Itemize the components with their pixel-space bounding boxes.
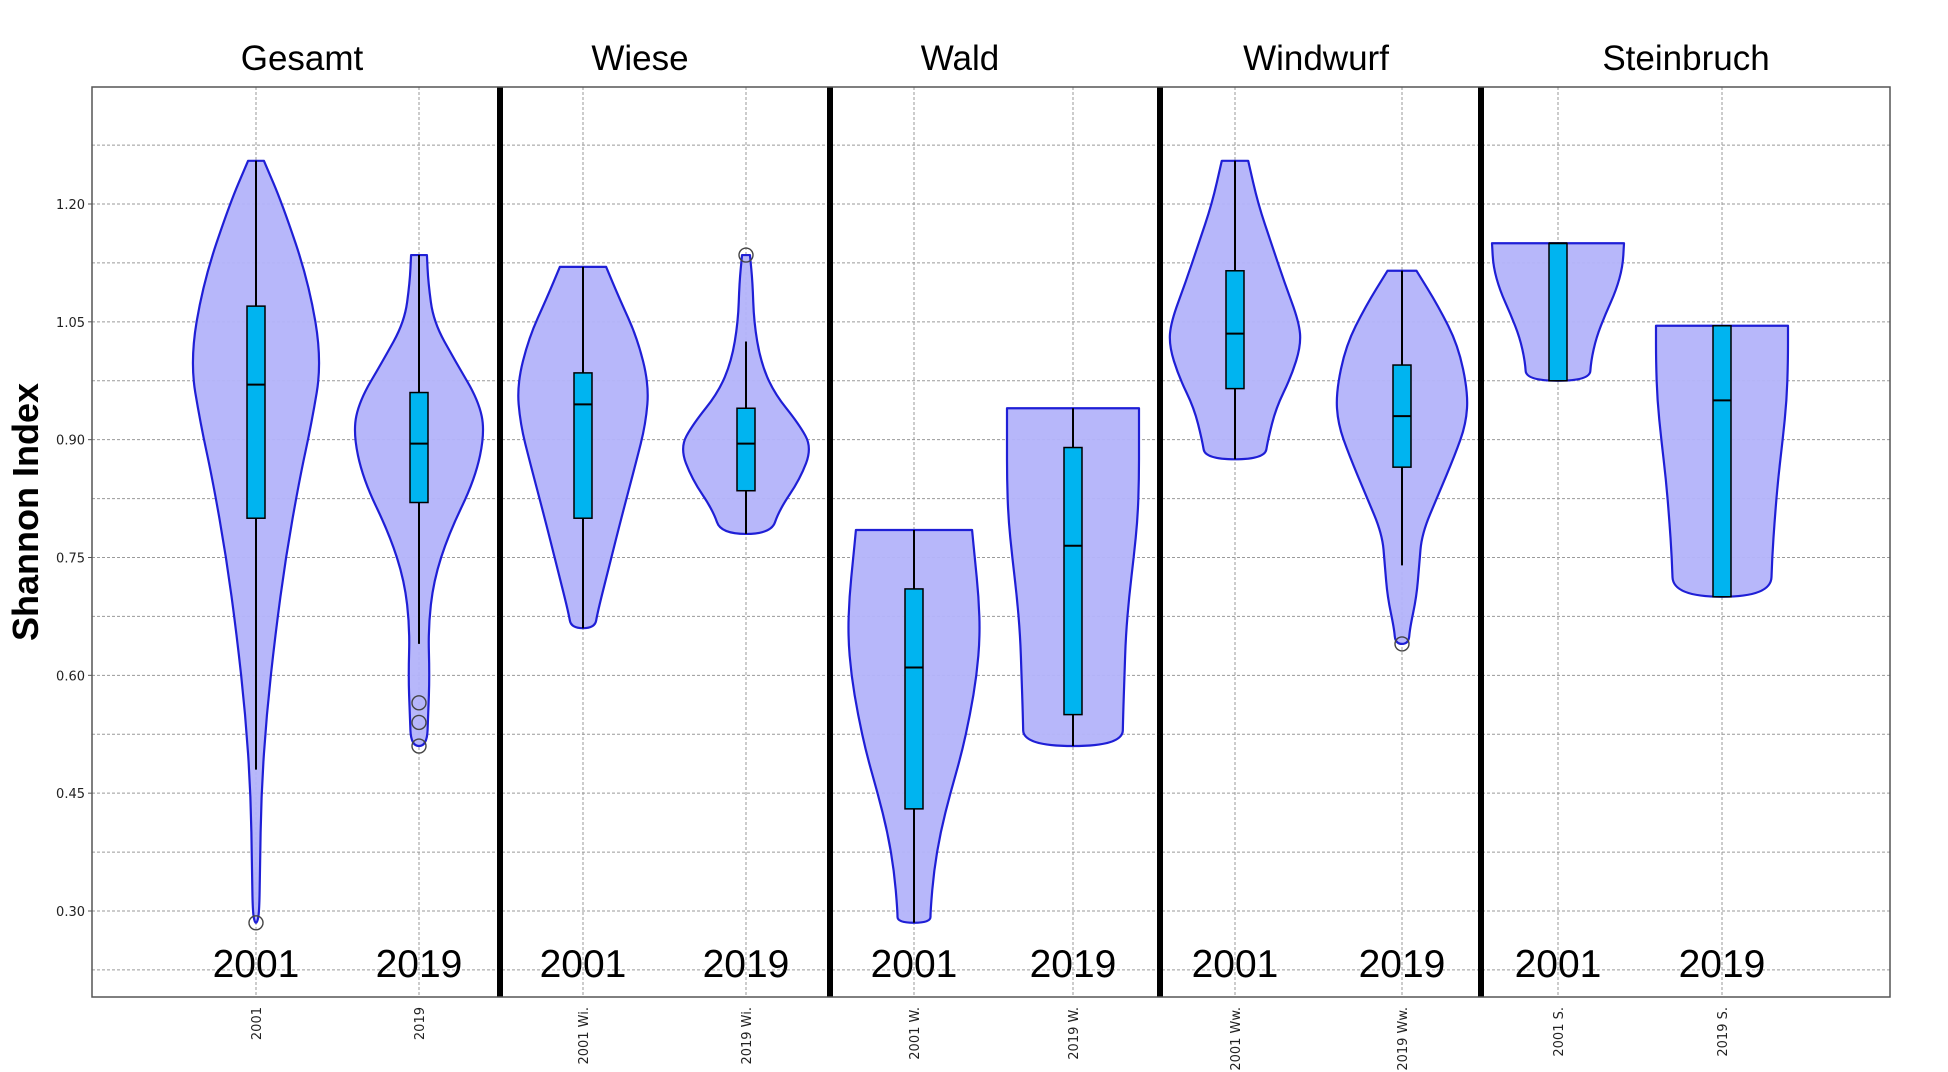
box-iqr bbox=[904, 588, 924, 810]
group-title: Windwurf bbox=[1243, 39, 1389, 78]
plot-frame bbox=[91, 86, 1891, 998]
x-tick-label: 2001 W. bbox=[908, 1007, 923, 1060]
y-tick-label: 0.60 bbox=[56, 669, 85, 684]
y-tick-label: 0.30 bbox=[56, 905, 85, 920]
text-layer: 1.20 1.05 0.90 0.75 0.60 0.45 0.30 Gesamt 2001 20… bbox=[56, 39, 1770, 1071]
x-tick-label: 2019 bbox=[413, 1007, 428, 1040]
y-axis-label: Shannon Index bbox=[5, 383, 46, 641]
x-tick-label: 2001 Ww. bbox=[1229, 1007, 1244, 1071]
box-iqr bbox=[1225, 270, 1245, 390]
year-label: 2001 bbox=[871, 943, 958, 986]
outlier-point bbox=[738, 247, 754, 263]
grid-layer bbox=[88, 87, 1890, 997]
outlier-point bbox=[411, 714, 427, 731]
group-title: Wiese bbox=[591, 39, 688, 78]
year-label: 2019 bbox=[1030, 943, 1117, 986]
group-title: Steinbruch bbox=[1602, 39, 1769, 78]
separator-layer bbox=[497, 87, 1484, 997]
year-label: 2001 bbox=[213, 943, 300, 986]
outlier-point bbox=[248, 915, 264, 931]
x-tick-label: 2001 S. bbox=[1552, 1007, 1567, 1057]
y-tick-label: 0.90 bbox=[56, 434, 85, 449]
year-label: 2019 bbox=[1679, 943, 1766, 986]
box-iqr bbox=[1548, 242, 1568, 382]
x-tick-label: 2001 bbox=[250, 1007, 265, 1040]
y-tick-label: 0.45 bbox=[56, 787, 85, 802]
year-label: 2001 bbox=[1515, 943, 1602, 986]
violin-layer bbox=[191, 159, 1790, 931]
box-iqr bbox=[1712, 325, 1732, 598]
x-tick-label: 2019 S. bbox=[1716, 1007, 1731, 1057]
year-label: 2019 bbox=[703, 943, 790, 986]
outlier-point bbox=[411, 738, 427, 754]
box-iqr bbox=[246, 305, 266, 519]
year-label: 2001 bbox=[1192, 943, 1279, 986]
box-iqr bbox=[736, 407, 756, 492]
outlier-point bbox=[411, 695, 427, 711]
box-iqr bbox=[1063, 446, 1083, 716]
outlier-point bbox=[1394, 636, 1410, 652]
year-label: 2019 bbox=[1359, 943, 1446, 986]
y-tick-label: 1.05 bbox=[56, 316, 85, 331]
group-title: Gesamt bbox=[241, 39, 364, 78]
x-tick-label: 2001 Wi. bbox=[577, 1007, 592, 1065]
group-title: Wald bbox=[921, 39, 999, 78]
year-label: 2001 bbox=[540, 943, 627, 986]
x-tick-label: 2019 Wi. bbox=[740, 1007, 755, 1065]
year-label: 2019 bbox=[376, 943, 463, 986]
box-iqr bbox=[573, 372, 593, 519]
x-tick-label: 2019 W. bbox=[1067, 1007, 1082, 1060]
box-iqr bbox=[409, 391, 429, 504]
y-tick-label: 1.20 bbox=[56, 198, 85, 213]
y-tick-label: 0.75 bbox=[56, 552, 85, 567]
x-tick-label: 2019 Ww. bbox=[1396, 1007, 1411, 1071]
